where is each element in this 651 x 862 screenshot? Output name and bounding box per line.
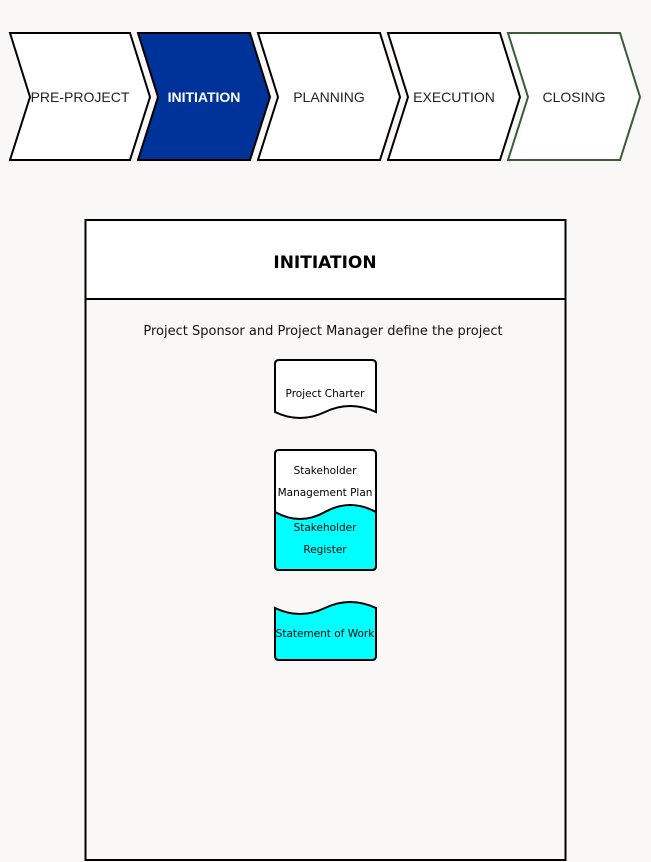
panel-title: INITIATION <box>273 253 376 273</box>
document-label-stakeholder-register-line1: Stakeholder <box>294 522 358 534</box>
phase-label-pre-project: PRE-PROJECT <box>31 89 130 105</box>
document-statement-of-work[interactable]: Statement of Work <box>274 601 377 661</box>
phase-label-planning: PLANNING <box>293 89 365 105</box>
phase-chevron-closing[interactable]: CLOSING <box>506 32 642 161</box>
document-stakeholder-plan-register[interactable]: Stakeholder Management Plan Stakeholder … <box>274 449 377 571</box>
panel-description: Project Sponsor and Project Manager defi… <box>143 324 502 339</box>
phase-label-initiation: INITIATION <box>168 89 241 105</box>
document-label-stakeholder-plan-line1: Stakeholder <box>294 465 358 477</box>
phase-label-closing: CLOSING <box>542 89 605 105</box>
phase-chevron-pre-project[interactable]: PRE-PROJECT <box>8 32 152 161</box>
panel-header <box>84 219 567 300</box>
phase-chevron-execution[interactable]: EXECUTION <box>386 32 522 161</box>
document-stakeholder-register[interactable] <box>274 504 377 571</box>
document-label-project-charter: Project Charter <box>286 388 366 400</box>
document-project-charter[interactable]: Project Charter <box>274 359 377 419</box>
document-label-stakeholder-plan-line2: Management Plan <box>278 487 373 499</box>
document-label-stakeholder-register-line2: Register <box>303 544 347 556</box>
document-label-statement-of-work: Statement of Work <box>276 628 376 640</box>
phase-chevron-planning[interactable]: PLANNING <box>256 32 402 161</box>
phase-chevron-initiation[interactable]: INITIATION <box>136 32 272 161</box>
phase-label-execution: EXECUTION <box>413 89 495 105</box>
